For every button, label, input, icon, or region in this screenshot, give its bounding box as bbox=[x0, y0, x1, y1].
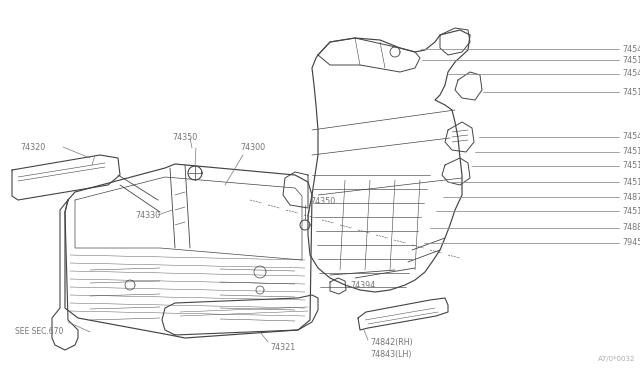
Text: SEE SEC.670: SEE SEC.670 bbox=[15, 327, 63, 337]
Text: 74515N: 74515N bbox=[622, 88, 640, 97]
Text: 74321: 74321 bbox=[270, 343, 295, 353]
Text: A7/0*0032: A7/0*0032 bbox=[598, 356, 635, 362]
Text: 74843(LH): 74843(LH) bbox=[370, 350, 412, 359]
Text: 79456: 79456 bbox=[622, 238, 640, 247]
Text: 74394: 74394 bbox=[350, 280, 375, 289]
Text: 74543: 74543 bbox=[622, 69, 640, 78]
Text: 74511: 74511 bbox=[622, 178, 640, 187]
Text: 74300: 74300 bbox=[240, 144, 265, 153]
Text: 74514: 74514 bbox=[622, 147, 640, 156]
Text: 74880: 74880 bbox=[622, 223, 640, 232]
Text: 74512: 74512 bbox=[622, 207, 640, 216]
Text: 74350: 74350 bbox=[172, 134, 197, 142]
Text: 74515: 74515 bbox=[622, 56, 640, 65]
Text: 74350: 74350 bbox=[310, 198, 335, 206]
Text: 74547: 74547 bbox=[622, 132, 640, 141]
Text: 74320: 74320 bbox=[20, 142, 45, 151]
Text: 74330: 74330 bbox=[135, 211, 160, 219]
Text: 74511M: 74511M bbox=[622, 161, 640, 170]
Text: 74546: 74546 bbox=[622, 45, 640, 54]
Text: 74874: 74874 bbox=[622, 193, 640, 202]
Text: 74842(RH): 74842(RH) bbox=[370, 337, 413, 346]
